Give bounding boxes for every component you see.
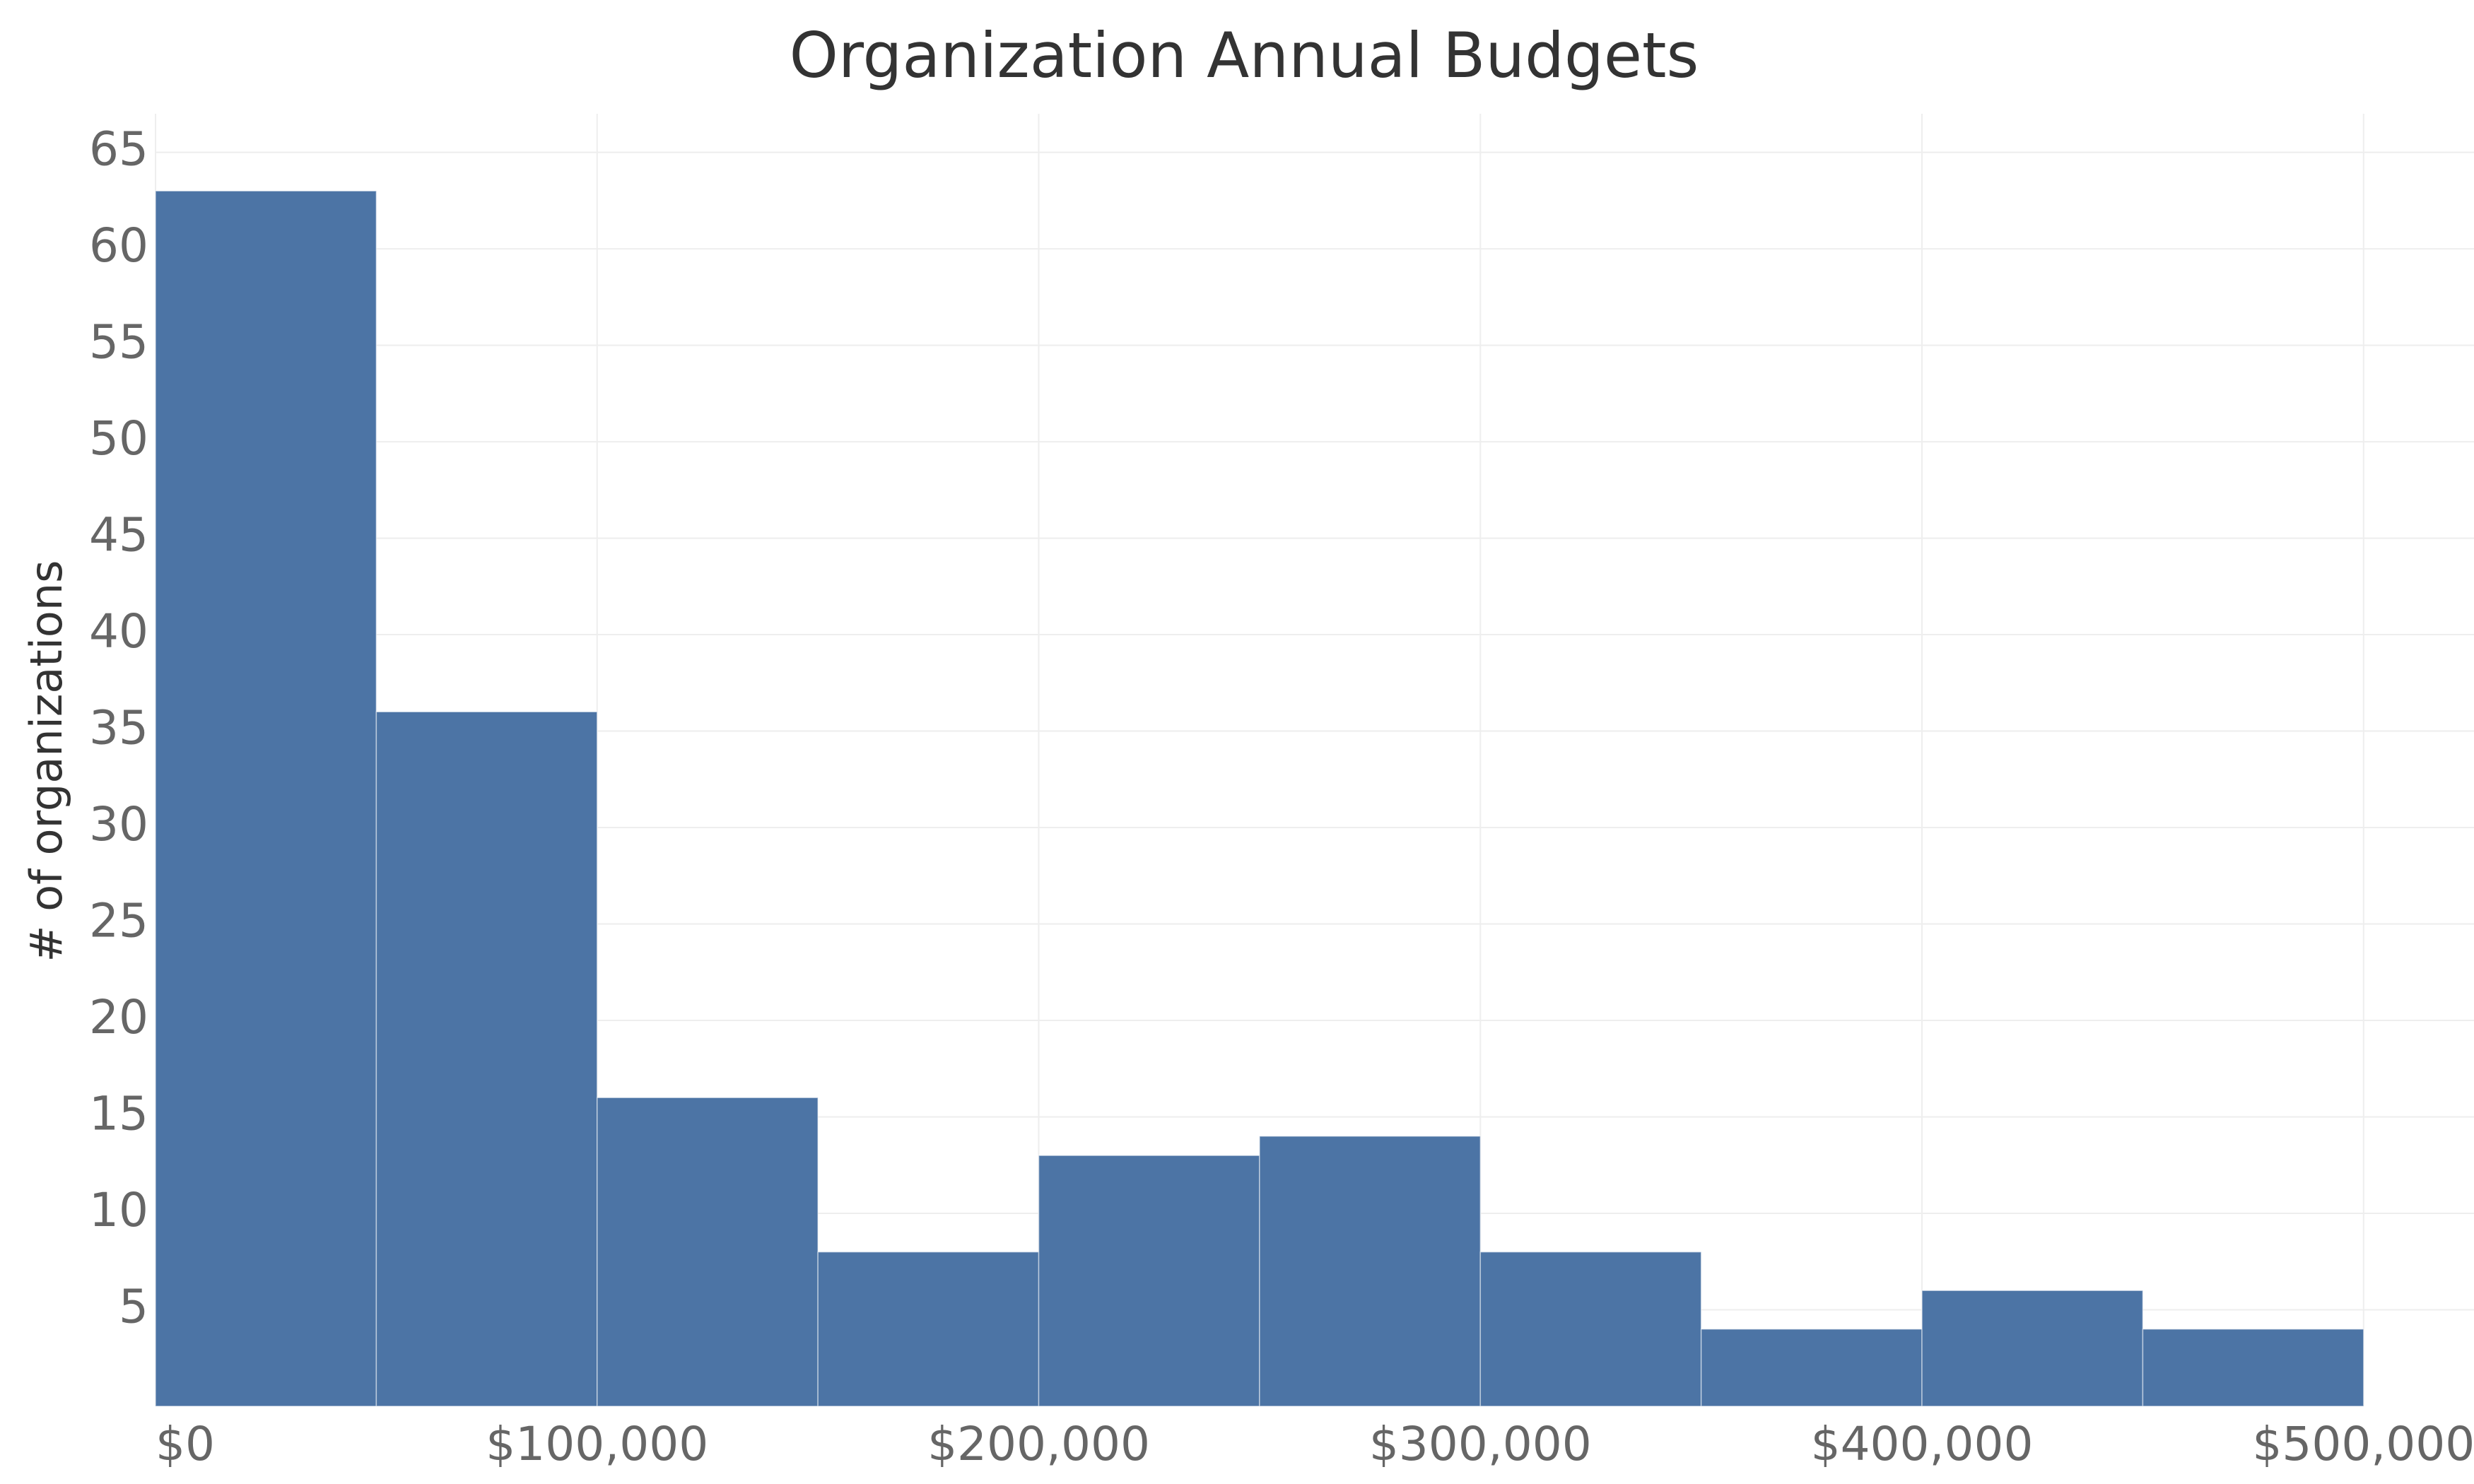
x-tick-label: $200,000 (927, 1417, 1150, 1471)
x-tick-label: $0 (156, 1417, 215, 1471)
y-tick-label: 10 (89, 1183, 148, 1237)
x-tick-label: $300,000 (1369, 1417, 1592, 1471)
y-tick-label: 65 (89, 122, 148, 177)
y-tick-label: 20 (89, 990, 148, 1044)
bar (2142, 1329, 2364, 1407)
bar (1700, 1329, 1923, 1407)
bar (155, 190, 377, 1407)
x-tick-label: $400,000 (1811, 1417, 2034, 1471)
y-tick-label: 35 (89, 701, 148, 755)
y-tick-label: 45 (89, 508, 148, 563)
x-tick-label: $500,000 (2252, 1417, 2474, 1471)
chart-title: Organization Annual Budgets (790, 19, 1699, 92)
y-tick-label: 5 (119, 1280, 148, 1334)
y-tick-label: 50 (89, 411, 148, 466)
bar (1921, 1290, 2144, 1407)
bar (375, 711, 598, 1407)
bar (1259, 1136, 1482, 1407)
y-tick-label: 60 (89, 218, 148, 273)
y-axis-label: # of organizations (20, 560, 72, 962)
x-tick-label: $100,000 (486, 1417, 708, 1471)
bar (1479, 1251, 1702, 1407)
bar (597, 1097, 819, 1407)
y-tick-label: 40 (89, 604, 148, 659)
y-tick-label: 30 (89, 797, 148, 852)
y-tick-label: 55 (89, 315, 148, 370)
y-tick-label: 15 (89, 1087, 148, 1141)
bar (1038, 1155, 1260, 1407)
y-tick-label: 25 (89, 894, 148, 948)
bar (817, 1251, 1040, 1407)
